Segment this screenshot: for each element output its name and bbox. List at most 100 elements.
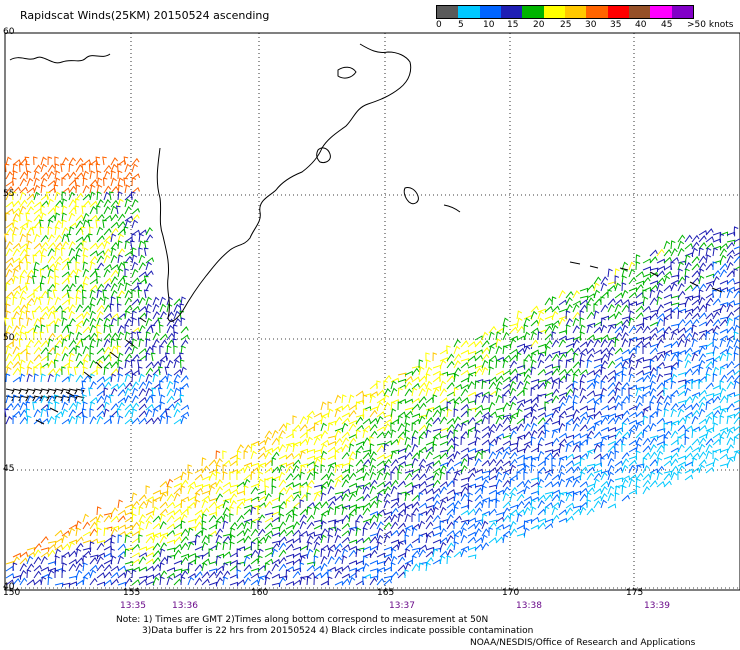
wind-barb	[460, 447, 470, 453]
color-legend: 0 5 10 15 20 25 30 35 40 45 >50 knots	[436, 5, 736, 32]
wind-barb	[488, 401, 496, 411]
wind-barb	[201, 541, 208, 551]
wind-barb	[131, 186, 140, 194]
wind-barb	[600, 374, 609, 383]
wind-barb	[593, 495, 603, 502]
wind-barb	[411, 365, 421, 371]
wind-barb	[670, 306, 680, 313]
wind-barb	[467, 429, 473, 439]
wind-barb	[481, 479, 489, 488]
wind-barb	[54, 367, 63, 376]
wind-barb	[376, 492, 383, 502]
wind-barb	[82, 359, 89, 369]
wind-barb	[558, 353, 567, 362]
wind-barb	[418, 415, 426, 425]
wind-barb	[586, 492, 592, 502]
wind-barb	[635, 472, 644, 481]
wind-barb	[131, 163, 138, 173]
wind-barb	[306, 492, 311, 501]
wind-barb	[502, 317, 509, 327]
wind-barb	[19, 394, 25, 404]
wind-barb	[495, 338, 502, 348]
wind-barb	[656, 289, 663, 299]
wind-barb	[285, 566, 295, 572]
wind-barb	[145, 367, 154, 376]
wind-barb	[320, 548, 326, 558]
wind-barb	[320, 439, 330, 446]
wind-barb	[523, 331, 531, 341]
wind-barb	[628, 268, 636, 278]
wind-barb	[19, 401, 27, 411]
wind-barb	[96, 213, 105, 222]
longitude-label: 165	[377, 588, 395, 598]
wind-barb	[656, 465, 665, 474]
wind-barb	[516, 371, 526, 377]
wind-barb	[453, 396, 462, 404]
wind-barb	[467, 467, 477, 474]
wind-barb	[61, 172, 70, 180]
wind-barb	[509, 478, 515, 488]
wind-barb	[383, 440, 393, 446]
wind-barb	[621, 485, 627, 495]
wind-barb	[82, 254, 89, 264]
wind-barb	[80, 226, 86, 236]
wind-barb	[649, 444, 657, 453]
wind-barb	[698, 437, 707, 446]
wind-barb	[684, 368, 693, 376]
wind-barb	[404, 422, 411, 432]
wind-barb	[320, 544, 330, 551]
wind-barb	[257, 452, 266, 460]
wind-barb	[138, 575, 148, 581]
wind-barb	[117, 191, 123, 201]
wind-barb	[579, 369, 589, 376]
wind-barb	[334, 548, 342, 558]
wind-barb	[131, 268, 139, 278]
wind-barb	[124, 198, 131, 208]
wind-barb	[642, 317, 648, 327]
wind-barb	[586, 390, 596, 397]
wind-barb	[719, 248, 727, 257]
wind-barb	[348, 423, 357, 432]
wind-barb	[12, 311, 20, 320]
wind-barb	[103, 191, 111, 201]
wind-barb	[712, 415, 718, 425]
wind-barb	[68, 558, 78, 565]
wind-barb	[712, 395, 721, 404]
wind-barb	[649, 471, 656, 481]
wind-barb	[194, 499, 201, 509]
wind-barb	[68, 269, 77, 278]
wind-barb	[369, 436, 374, 446]
wind-barb	[586, 297, 594, 306]
wind-barb	[145, 387, 153, 397]
wind-barb	[544, 472, 552, 481]
wind-barb	[102, 219, 107, 229]
wind-barb	[509, 513, 515, 523]
wind-barb	[96, 382, 105, 390]
wind-barb	[418, 464, 425, 474]
wind-barb	[579, 471, 586, 481]
wind-barb	[131, 492, 138, 502]
wind-barb	[292, 552, 302, 558]
wind-barb	[719, 233, 725, 243]
wind-barb	[502, 514, 511, 523]
wind-barb	[173, 298, 182, 306]
wind-barb	[201, 535, 209, 544]
wind-barb	[530, 327, 540, 334]
wind-barb	[691, 380, 696, 390]
wind-barb	[495, 499, 500, 508]
wind-barb	[390, 555, 398, 565]
legend-label: 30	[585, 20, 597, 30]
wind-barb	[551, 514, 560, 523]
wind-barb	[243, 450, 249, 460]
wind-barb	[152, 542, 161, 551]
wind-barb	[110, 289, 118, 299]
wind-barb	[89, 261, 96, 271]
wind-barb	[341, 431, 350, 439]
wind-barb	[47, 338, 54, 348]
wind-barb	[5, 171, 13, 180]
wind-barb	[712, 325, 720, 334]
wind-barb	[201, 527, 207, 537]
wind-barb	[19, 248, 28, 257]
wind-barb	[502, 389, 511, 397]
